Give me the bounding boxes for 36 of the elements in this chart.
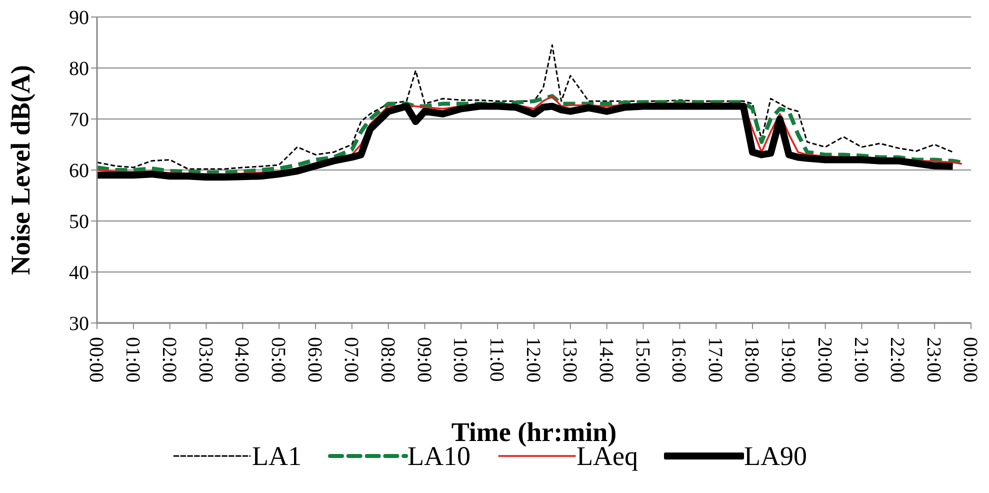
x-tick-label: 00:00 bbox=[959, 337, 981, 383]
y-tick-label: 50 bbox=[69, 211, 89, 234]
y-tick-label: 70 bbox=[69, 109, 89, 132]
x-tick-label: 05:00 bbox=[267, 337, 290, 383]
x-tick-label: 01:00 bbox=[121, 337, 144, 383]
y-tick-label: 30 bbox=[69, 313, 89, 336]
y-tick-label: 40 bbox=[69, 262, 89, 284]
x-tick-label: 18:00 bbox=[740, 337, 762, 383]
x-tick-label: 13:00 bbox=[558, 337, 580, 383]
x-tick-label: 20:00 bbox=[813, 337, 836, 383]
x-tick-label: 17:00 bbox=[704, 337, 726, 383]
x-tick-label: 14:00 bbox=[594, 337, 617, 383]
x-tick-label: 12:00 bbox=[522, 337, 544, 383]
x-tick-label: 07:00 bbox=[340, 337, 362, 383]
x-tick-label: 10:00 bbox=[449, 337, 472, 383]
x-tick-label: 15:00 bbox=[631, 337, 654, 383]
y-axis-title: Noise Level dB(A) bbox=[6, 65, 36, 275]
legend-label: LA90 bbox=[744, 441, 807, 471]
x-tick-label: 00:00 bbox=[85, 337, 107, 383]
legend-label: LA10 bbox=[408, 441, 470, 471]
legend-label: LA1 bbox=[252, 441, 302, 471]
y-tick-label: 90 bbox=[69, 7, 89, 30]
x-tick-label: 06:00 bbox=[304, 337, 326, 383]
x-tick-label: 23:00 bbox=[922, 337, 945, 383]
y-tick-label: 60 bbox=[69, 160, 89, 182]
x-tick-label: 09:00 bbox=[412, 337, 435, 383]
x-tick-label: 22:00 bbox=[886, 337, 908, 383]
x-tick-label: 02:00 bbox=[158, 337, 180, 383]
x-tick-label: 21:00 bbox=[850, 337, 872, 383]
x-tick-label: 04:00 bbox=[230, 337, 253, 383]
y-tick-label: 80 bbox=[69, 58, 89, 80]
x-tick-label: 08:00 bbox=[376, 337, 398, 383]
x-tick-label: 03:00 bbox=[194, 337, 216, 383]
x-tick-label: 16:00 bbox=[668, 337, 690, 383]
x-tick-label: 19:00 bbox=[776, 337, 799, 383]
x-tick-label: 11:00 bbox=[486, 337, 508, 382]
